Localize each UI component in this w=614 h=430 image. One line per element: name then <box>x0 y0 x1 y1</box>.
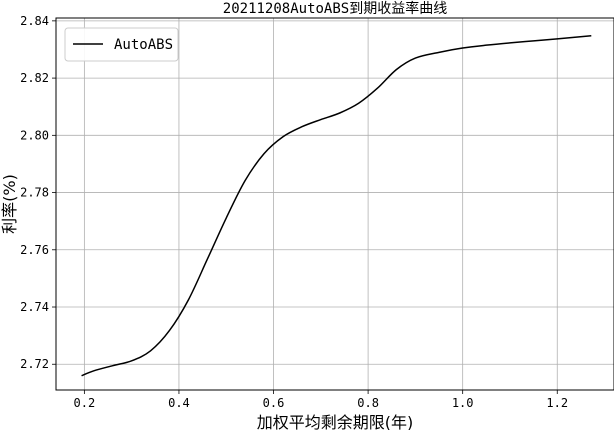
plot-frame <box>55 17 614 391</box>
legend-label-autoabs: AutoABS <box>114 37 173 53</box>
x-tick-label: 0.6 <box>263 396 285 410</box>
y-tick-label: 2.82 <box>20 71 49 85</box>
legend: AutoABS <box>64 27 179 62</box>
x-tick-label: 0.2 <box>74 396 96 410</box>
y-tick-label: 2.84 <box>20 14 49 28</box>
x-tick-label: 1.2 <box>546 396 568 410</box>
y-axis-label: 利率(%) <box>0 174 19 234</box>
legend-box <box>64 27 179 62</box>
x-tick-label: 0.4 <box>168 396 190 410</box>
y-tick-label: 2.78 <box>20 186 49 200</box>
axis-ticks <box>52 20 558 394</box>
y-tick-label: 2.76 <box>20 243 49 257</box>
x-tick-label: 0.8 <box>357 396 379 410</box>
y-tick-label: 2.74 <box>20 300 49 314</box>
x-tick-label: 1.0 <box>452 396 474 410</box>
chart-title: 20211208AutoABS到期收益率曲线 <box>223 0 447 17</box>
series-line-autoabs <box>81 34 592 377</box>
grid-lines <box>56 18 614 390</box>
y-tick-label: 2.80 <box>20 128 49 142</box>
y-tick-label: 2.72 <box>20 357 49 371</box>
x-axis-label: 加权平均剩余期限(年) <box>257 413 414 430</box>
